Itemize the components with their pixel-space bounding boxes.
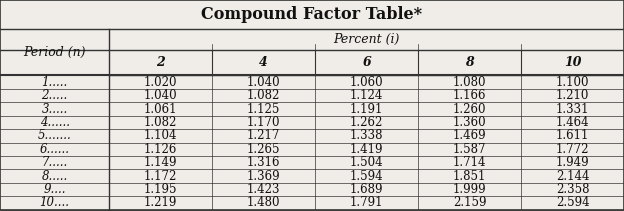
Text: 1.419: 1.419 <box>350 143 383 156</box>
Text: 6: 6 <box>362 56 371 69</box>
Text: 1.262: 1.262 <box>350 116 383 129</box>
Text: 1.124: 1.124 <box>350 89 383 102</box>
Text: 9....: 9.... <box>43 183 66 196</box>
Text: 1.172: 1.172 <box>144 170 177 183</box>
Text: 1.126: 1.126 <box>144 143 177 156</box>
Text: 1.061: 1.061 <box>144 103 177 116</box>
Text: 2.594: 2.594 <box>556 196 589 210</box>
Text: 1.423: 1.423 <box>247 183 280 196</box>
Text: 1.082: 1.082 <box>247 89 280 102</box>
Text: 2.159: 2.159 <box>453 196 486 210</box>
Text: 1.217: 1.217 <box>247 129 280 142</box>
Text: 1.080: 1.080 <box>453 76 486 89</box>
Text: 1.999: 1.999 <box>453 183 486 196</box>
Text: 1.265: 1.265 <box>247 143 280 156</box>
Text: 1.104: 1.104 <box>144 129 177 142</box>
Text: 1.949: 1.949 <box>556 156 589 169</box>
Text: 1.210: 1.210 <box>556 89 589 102</box>
Text: Percent (i): Percent (i) <box>333 33 400 46</box>
Text: 1.360: 1.360 <box>453 116 486 129</box>
Text: 1.714: 1.714 <box>453 156 486 169</box>
Text: 1.....: 1..... <box>41 76 68 89</box>
Text: 10....: 10.... <box>39 196 70 210</box>
Text: 1.166: 1.166 <box>453 89 486 102</box>
Text: 1.040: 1.040 <box>247 76 280 89</box>
Text: 5.......: 5....... <box>37 129 72 142</box>
Text: 3.....: 3..... <box>41 103 68 116</box>
Text: 1.611: 1.611 <box>556 129 589 142</box>
Text: 1.594: 1.594 <box>350 170 383 183</box>
Text: 8: 8 <box>465 56 474 69</box>
Text: 1.195: 1.195 <box>144 183 177 196</box>
Text: 1.149: 1.149 <box>144 156 177 169</box>
Text: 1.260: 1.260 <box>453 103 486 116</box>
Text: 1.170: 1.170 <box>247 116 280 129</box>
Text: 1.689: 1.689 <box>350 183 383 196</box>
Text: 1.060: 1.060 <box>350 76 383 89</box>
Text: 1.338: 1.338 <box>350 129 383 142</box>
Text: 2.144: 2.144 <box>556 170 589 183</box>
Text: 1.316: 1.316 <box>247 156 280 169</box>
Text: Compound Factor Table*: Compound Factor Table* <box>202 6 422 23</box>
Text: 1.191: 1.191 <box>350 103 383 116</box>
Text: 1.469: 1.469 <box>453 129 486 142</box>
Text: 6......: 6...... <box>39 143 70 156</box>
Text: 1.040: 1.040 <box>144 89 177 102</box>
Text: 7.....: 7..... <box>41 156 68 169</box>
Text: 1.125: 1.125 <box>247 103 280 116</box>
Text: 1.587: 1.587 <box>453 143 486 156</box>
Text: 1.020: 1.020 <box>144 76 177 89</box>
Text: 8.....: 8..... <box>41 170 68 183</box>
Text: 2.358: 2.358 <box>556 183 589 196</box>
Text: Period (n): Period (n) <box>23 46 86 59</box>
Text: 2: 2 <box>156 56 165 69</box>
Text: 1.504: 1.504 <box>350 156 383 169</box>
Text: 1.480: 1.480 <box>247 196 280 210</box>
Text: 4: 4 <box>259 56 268 69</box>
Text: 1.772: 1.772 <box>556 143 589 156</box>
Text: 1.100: 1.100 <box>556 76 589 89</box>
Text: 1.851: 1.851 <box>453 170 486 183</box>
Text: 2.....: 2..... <box>41 89 68 102</box>
Text: 1.791: 1.791 <box>350 196 383 210</box>
Text: 4......: 4...... <box>39 116 70 129</box>
Text: 10: 10 <box>563 56 582 69</box>
Text: 1.082: 1.082 <box>144 116 177 129</box>
Text: 1.369: 1.369 <box>247 170 280 183</box>
Text: 1.331: 1.331 <box>556 103 589 116</box>
Text: 1.219: 1.219 <box>144 196 177 210</box>
Text: 1.464: 1.464 <box>556 116 589 129</box>
